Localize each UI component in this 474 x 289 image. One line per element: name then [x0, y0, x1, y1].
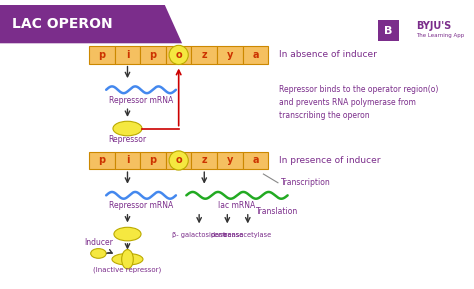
Text: The Learning App: The Learning App: [417, 33, 465, 38]
Text: LAC OPERON: LAC OPERON: [12, 17, 112, 31]
Text: Repressor binds to the operator region(o)
and prevents RNA polymerase from
trans: Repressor binds to the operator region(o…: [279, 85, 438, 120]
Ellipse shape: [114, 227, 141, 241]
Text: a: a: [252, 50, 259, 60]
Bar: [191, 46, 217, 64]
Bar: [217, 46, 243, 64]
Bar: [166, 152, 191, 169]
Bar: [89, 152, 115, 169]
Bar: [115, 46, 140, 64]
Text: Inducer: Inducer: [84, 238, 113, 247]
Text: a: a: [252, 155, 259, 166]
Text: Translation: Translation: [255, 207, 298, 216]
Text: In presence of inducer: In presence of inducer: [279, 156, 381, 165]
Ellipse shape: [122, 250, 133, 269]
Text: transacetylase: transacetylase: [223, 232, 273, 238]
Bar: [166, 46, 191, 64]
Text: permease: permease: [210, 232, 244, 238]
Text: o: o: [175, 155, 182, 166]
Text: i: i: [126, 50, 129, 60]
Text: BYJU'S: BYJU'S: [417, 21, 452, 31]
Text: z: z: [201, 50, 207, 60]
Text: (Inactive repressor): (Inactive repressor): [93, 267, 162, 273]
Text: p: p: [98, 50, 105, 60]
Bar: [140, 152, 166, 169]
Text: Repressor mRNA: Repressor mRNA: [109, 96, 173, 105]
Text: β- galactosidase: β- galactosidase: [172, 232, 227, 238]
Ellipse shape: [91, 249, 106, 258]
Text: o: o: [175, 50, 182, 60]
Text: o: o: [175, 50, 182, 60]
Text: p: p: [149, 50, 156, 60]
Text: lac mRNA: lac mRNA: [219, 201, 255, 210]
Text: o: o: [175, 155, 182, 166]
Text: B: B: [384, 26, 392, 36]
Polygon shape: [0, 5, 182, 43]
Text: i: i: [126, 155, 129, 166]
Bar: [140, 46, 166, 64]
Ellipse shape: [113, 121, 142, 136]
Bar: [378, 20, 399, 41]
Text: Transcription: Transcription: [281, 178, 330, 187]
Text: y: y: [227, 50, 233, 60]
Text: z: z: [201, 155, 207, 166]
Ellipse shape: [169, 151, 188, 170]
Bar: [115, 152, 140, 169]
Bar: [243, 46, 268, 64]
Text: y: y: [227, 155, 233, 166]
Text: p: p: [98, 155, 105, 166]
Bar: [243, 152, 268, 169]
Text: In absence of inducer: In absence of inducer: [279, 50, 377, 60]
Text: p: p: [149, 155, 156, 166]
Ellipse shape: [169, 45, 188, 64]
Text: Repressor mRNA: Repressor mRNA: [109, 201, 173, 210]
Bar: [191, 152, 217, 169]
Bar: [89, 46, 115, 64]
Text: Repressor: Repressor: [109, 135, 146, 144]
Bar: [217, 152, 243, 169]
Ellipse shape: [112, 253, 143, 265]
